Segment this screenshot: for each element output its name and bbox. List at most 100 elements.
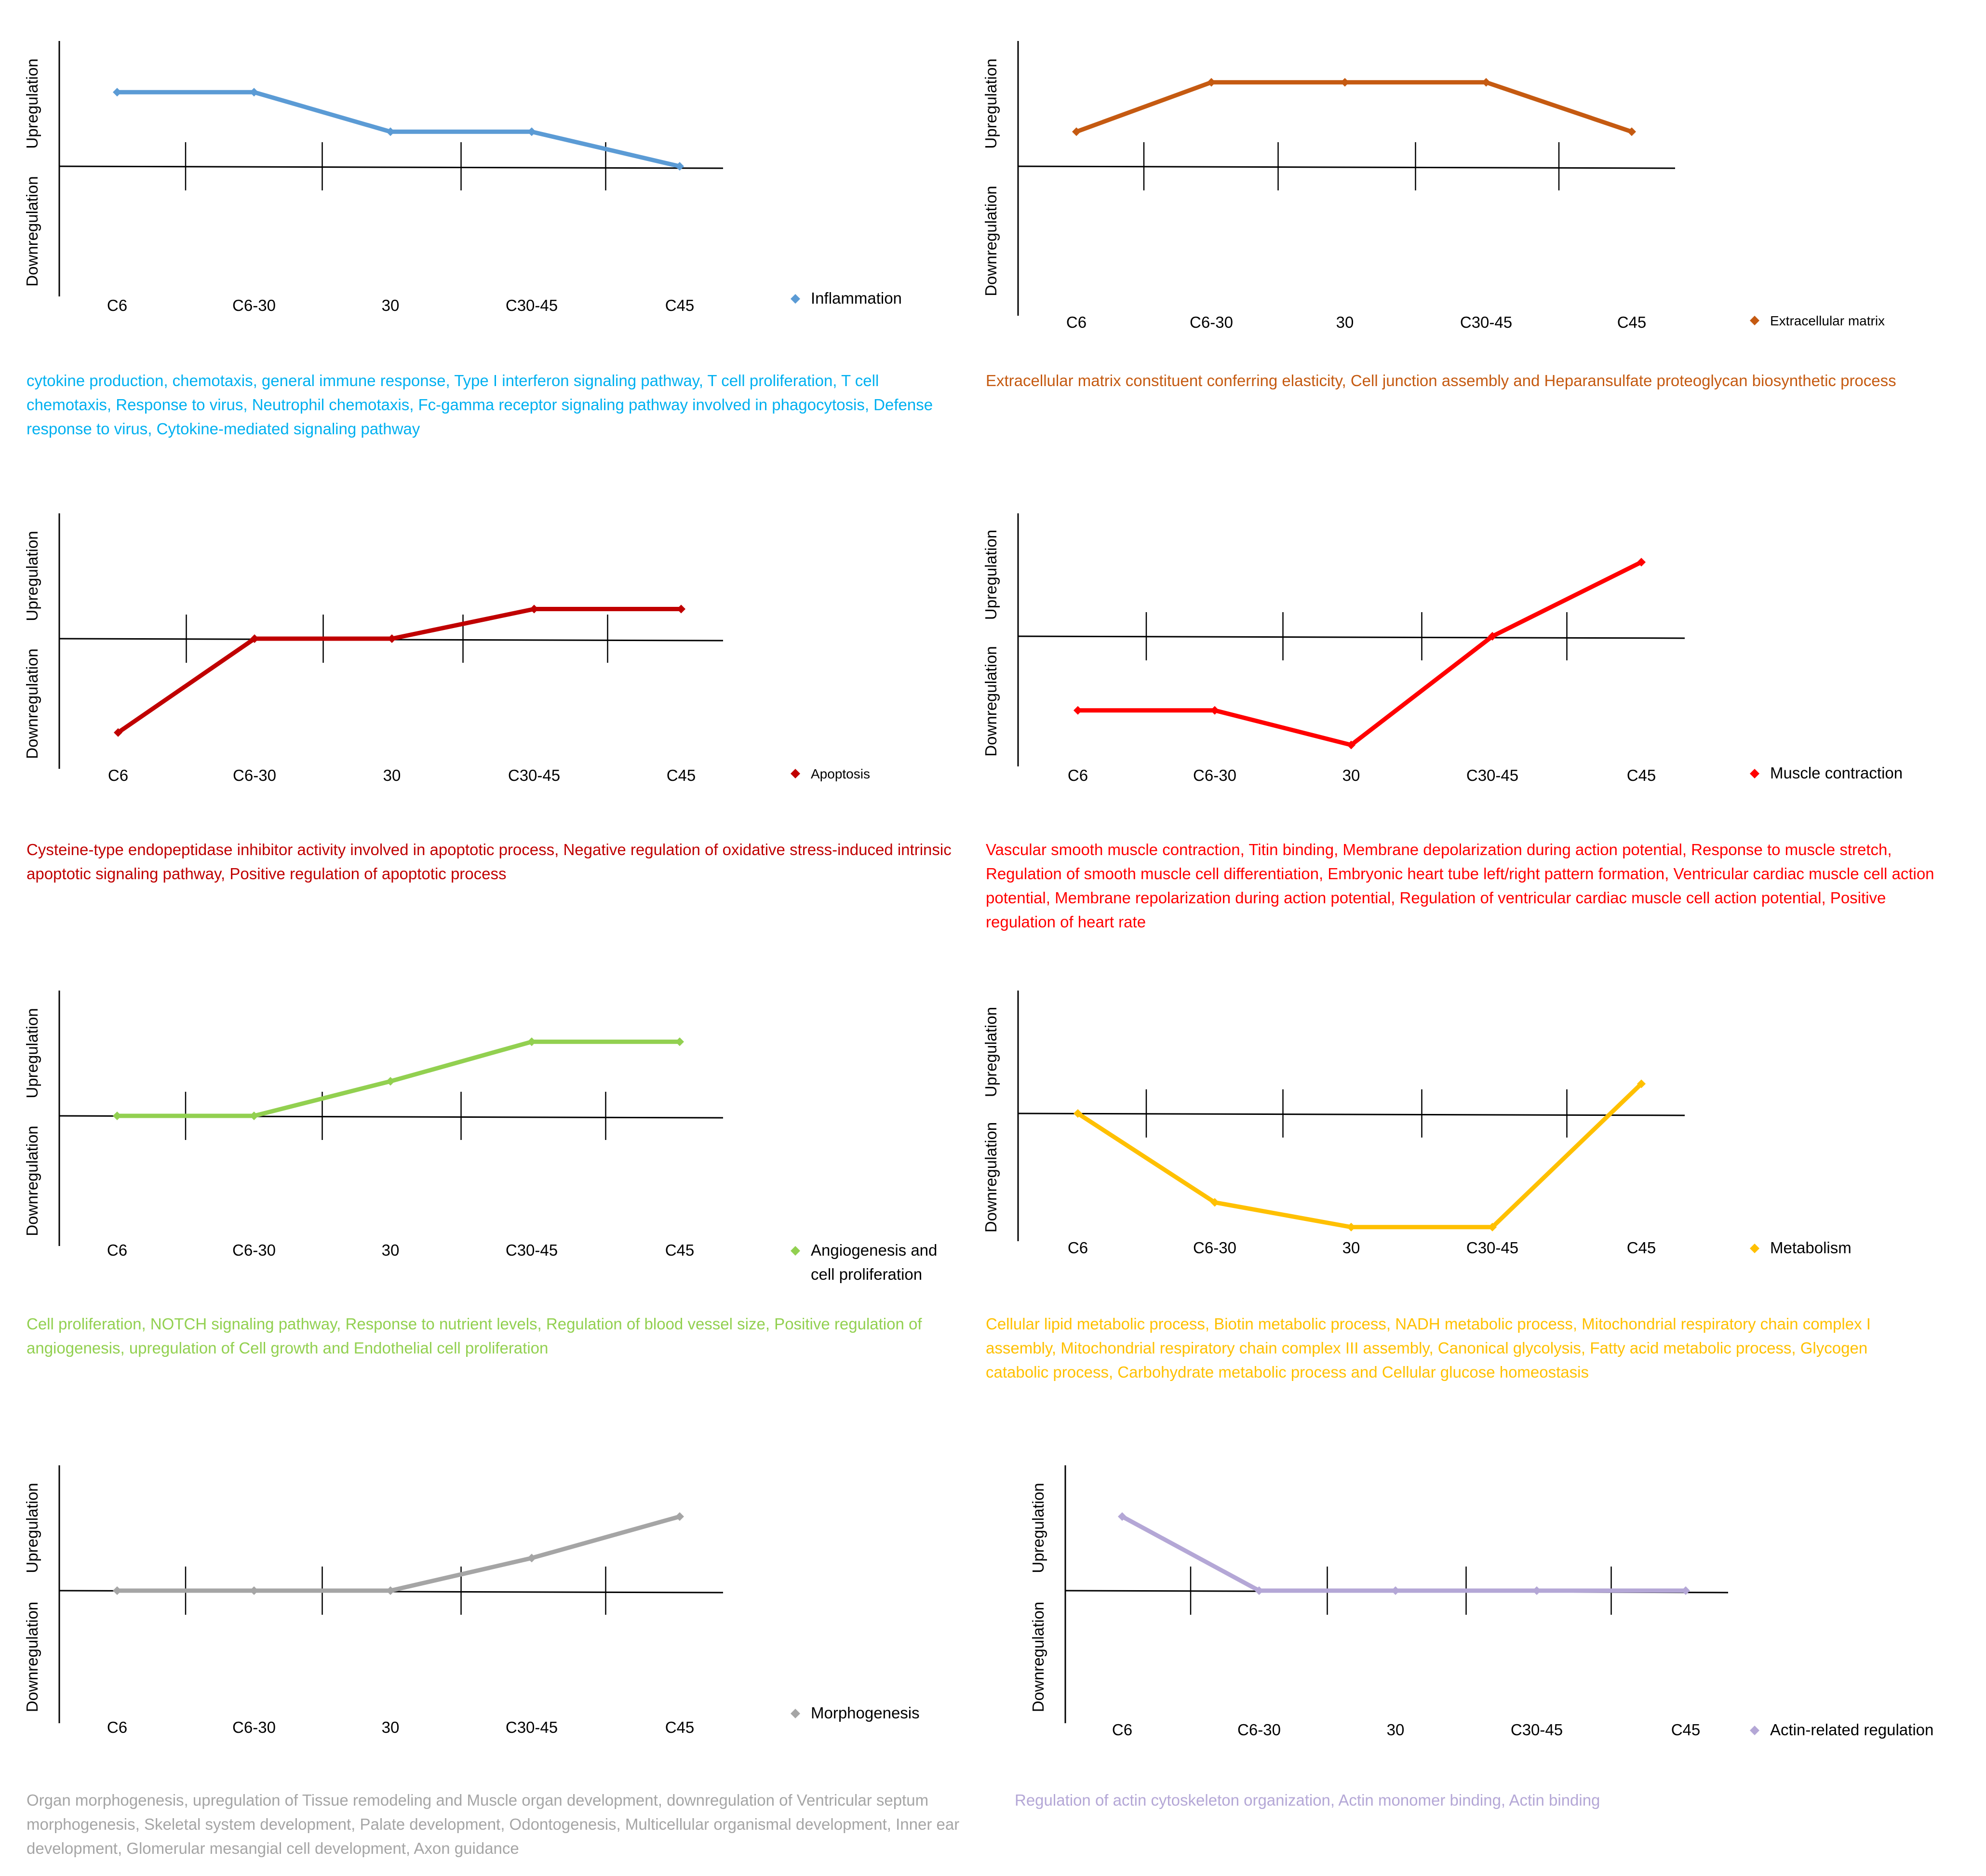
data-point-c45: [1637, 1079, 1646, 1088]
legend-label-angiogenesis-and-cell-proliferation: Angiogenesis and: [811, 1241, 937, 1259]
chart-angiogenesis-and-cell-proliferation: Upregulation Downregulation C6 C6-30 30 C30-4…: [23, 991, 937, 1283]
x-tick-label-c6: C6: [108, 766, 128, 784]
x-tick-label-c6: C6: [107, 296, 127, 314]
description-inflammation: cytokine production, chemotaxis, general…: [27, 372, 933, 438]
x-tick-label-30: 30: [1342, 1239, 1360, 1257]
data-point-c6-30: [1255, 1586, 1263, 1595]
y-label-downregulation: Downregulation: [23, 1126, 41, 1236]
data-point-c45: [675, 162, 684, 171]
chart-morphogenesis: Upregulation Downregulation C6 C6-30 30 C30-4…: [23, 1465, 920, 1736]
x-tick-label-c45: C45: [1627, 766, 1656, 784]
data-point-c6-30: [250, 1586, 258, 1595]
y-label-upregulation: Upregulation: [982, 530, 1000, 620]
series-line-actin-related-regulation: [1120, 1514, 1688, 1593]
x-tick-label-c30-45: C30-45: [1466, 1239, 1518, 1257]
zero-line: [1018, 635, 1685, 639]
data-point-30: [1347, 740, 1355, 750]
data-point-30: [388, 634, 396, 643]
data-point-c30-45: [530, 604, 538, 614]
description-angiogenesis: Cell proliferation, NOTCH signaling path…: [27, 1315, 922, 1357]
legend-marker: [791, 769, 800, 778]
y-label-upregulation: Upregulation: [23, 531, 41, 621]
data-point-c45: [675, 1037, 684, 1046]
legend-marker: [791, 1246, 800, 1256]
series-line-angiogenesis-and-cell-proliferation: [115, 1039, 682, 1118]
x-tick-label-c6-30: C6-30: [232, 296, 276, 314]
zero-line: [1018, 165, 1676, 169]
chart-apoptosis: Upregulation Downregulation C6 C6-30 30 C30-4…: [23, 513, 870, 784]
x-tick-label-c45: C45: [665, 296, 695, 314]
data-point-c6: [114, 728, 122, 737]
data-point-c45: [1681, 1586, 1690, 1595]
zero-line: [59, 165, 724, 169]
legend-marker: [1750, 316, 1759, 325]
data-point-30: [386, 127, 395, 136]
data-point-c6: [1074, 1109, 1082, 1118]
x-tick-label-c30-45: C30-45: [1460, 313, 1512, 331]
description-metabolism: Cellular lipid metabolic process, Biotin…: [986, 1315, 1871, 1381]
series-line-extracellular-matrix: [1074, 80, 1634, 134]
description-extracellular-matrix: Extracellular matrix constituent conferr…: [986, 372, 1896, 389]
y-label-downregulation: Downregulation: [982, 186, 1000, 296]
data-point-c6: [113, 1586, 121, 1595]
x-tick-label-c30-45: C30-45: [506, 296, 558, 314]
data-point-30: [1341, 78, 1349, 87]
y-label-upregulation: Upregulation: [23, 1008, 41, 1098]
data-point-c6-30: [250, 88, 258, 97]
x-tick-label-c6: C6: [1066, 313, 1087, 331]
data-point-c30-45: [527, 1037, 536, 1046]
legend-marker: [1750, 1726, 1759, 1735]
x-tick-label-c45: C45: [1671, 1721, 1701, 1739]
y-label-upregulation: Upregulation: [23, 1483, 41, 1573]
x-tick-label-30: 30: [382, 296, 400, 314]
x-tick-label-c30-45: C30-45: [508, 766, 560, 784]
legend-marker: [1750, 769, 1759, 778]
x-tick-label-c6-30: C6-30: [1193, 1239, 1236, 1257]
description-apoptosis: Cysteine-type endopeptidase inhibitor ac…: [27, 841, 952, 883]
x-tick-label-c6-30: C6-30: [1193, 766, 1236, 784]
data-point-c6: [1072, 127, 1081, 136]
data-point-c6-30: [1207, 78, 1216, 87]
series-line-metabolism: [1075, 1082, 1644, 1230]
data-point-c6: [1074, 706, 1082, 715]
legend-marker: [1750, 1244, 1759, 1253]
data-point-c6-30: [1210, 706, 1219, 715]
legend-label-extracellular-matrix: Extracellular matrix: [1770, 313, 1885, 328]
series-line-muscle-contraction: [1075, 560, 1644, 747]
x-tick-label-c30-45: C30-45: [506, 1241, 558, 1259]
data-point-c45: [675, 1512, 684, 1521]
description-morphogenesis: Organ morphogenesis, upregulation of Tis…: [27, 1791, 960, 1857]
y-label-downregulation: Downregulation: [982, 1122, 1000, 1233]
chart-metabolism: Upregulation Downregulation C6 C6-30 30 C30-4…: [982, 991, 1852, 1257]
data-point-30: [1391, 1586, 1400, 1595]
legend-label-actin-related-regulation: Actin-related regulation: [1770, 1721, 1933, 1739]
data-point-c6-30: [1210, 1198, 1219, 1207]
y-label-upregulation: Upregulation: [982, 58, 1000, 148]
data-point-c45: [1627, 127, 1636, 136]
chart-extracellular-matrix: Upregulation Downregulation C6 C6-30 30 C30-4…: [982, 41, 1885, 331]
x-tick-label-c30-45: C30-45: [1511, 1721, 1563, 1739]
series-line-morphogenesis: [115, 1514, 682, 1593]
data-point-c45: [677, 604, 685, 614]
legend-label-morphogenesis: Morphogenesis: [811, 1704, 920, 1722]
data-point-c6-30: [250, 634, 259, 643]
legend-label-inflammation: Inflammation: [811, 289, 902, 307]
data-point-c30-45: [527, 1554, 536, 1563]
x-tick-label-c6-30: C6-30: [1237, 1721, 1281, 1739]
y-label-downregulation: Downregulation: [23, 1602, 41, 1712]
chart-muscle-contraction: Upregulation Downregulation C6 C6-30 30 C30-4…: [982, 513, 1903, 784]
data-point-c45: [1637, 558, 1646, 567]
legend-marker: [791, 294, 800, 304]
x-tick-label-c6: C6: [107, 1241, 127, 1259]
legend-label-metabolism: Metabolism: [1770, 1239, 1852, 1257]
x-tick-label-c30-45: C30-45: [506, 1718, 558, 1736]
data-point-30: [386, 1586, 395, 1595]
description-actin-related: Regulation of actin cytoskeleton organiz…: [1015, 1791, 1600, 1809]
x-tick-label-c6: C6: [1068, 766, 1088, 784]
x-tick-label-c45: C45: [667, 766, 696, 784]
x-tick-label-c6: C6: [1112, 1721, 1132, 1739]
x-tick-label-30: 30: [1387, 1721, 1405, 1739]
y-label-upregulation: Upregulation: [23, 58, 41, 148]
data-point-c30-45: [1488, 1222, 1497, 1232]
